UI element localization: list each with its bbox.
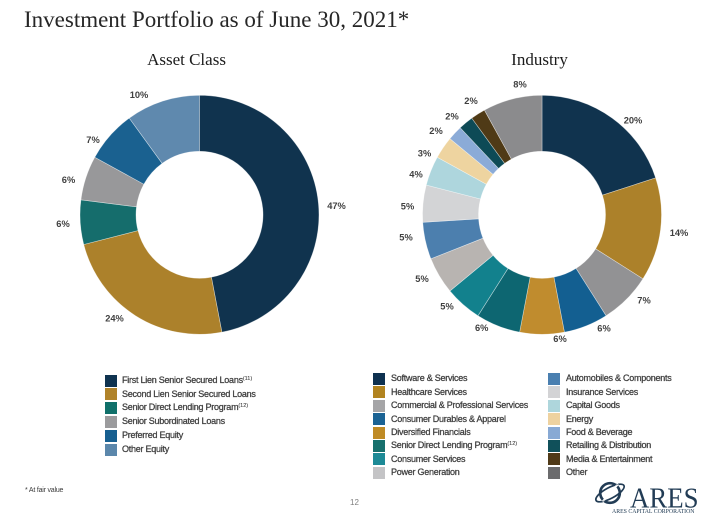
svg-text:6%: 6% bbox=[597, 324, 611, 334]
svg-text:ARES: ARES bbox=[630, 483, 699, 515]
svg-text:5%: 5% bbox=[401, 202, 415, 212]
svg-text:3%: 3% bbox=[418, 149, 432, 159]
svg-text:6%: 6% bbox=[56, 219, 70, 229]
svg-text:7%: 7% bbox=[637, 296, 651, 306]
svg-text:8%: 8% bbox=[513, 80, 527, 90]
svg-text:7%: 7% bbox=[86, 135, 100, 145]
svg-text:ARES CAPITAL CORPORATION: ARES CAPITAL CORPORATION bbox=[612, 508, 695, 515]
svg-text:20%: 20% bbox=[624, 116, 643, 126]
svg-text:2%: 2% bbox=[464, 96, 478, 106]
svg-text:6%: 6% bbox=[553, 334, 567, 344]
svg-text:6%: 6% bbox=[62, 175, 76, 185]
svg-text:10%: 10% bbox=[130, 90, 149, 100]
svg-text:2%: 2% bbox=[429, 126, 443, 136]
svg-text:5%: 5% bbox=[440, 302, 454, 312]
svg-text:24%: 24% bbox=[105, 314, 124, 324]
svg-text:2%: 2% bbox=[445, 112, 459, 122]
svg-text:5%: 5% bbox=[415, 274, 429, 284]
svg-text:6%: 6% bbox=[475, 323, 489, 333]
svg-text:47%: 47% bbox=[327, 201, 346, 211]
svg-text:5%: 5% bbox=[399, 233, 413, 243]
svg-text:14%: 14% bbox=[670, 228, 689, 238]
svg-text:4%: 4% bbox=[409, 170, 423, 180]
